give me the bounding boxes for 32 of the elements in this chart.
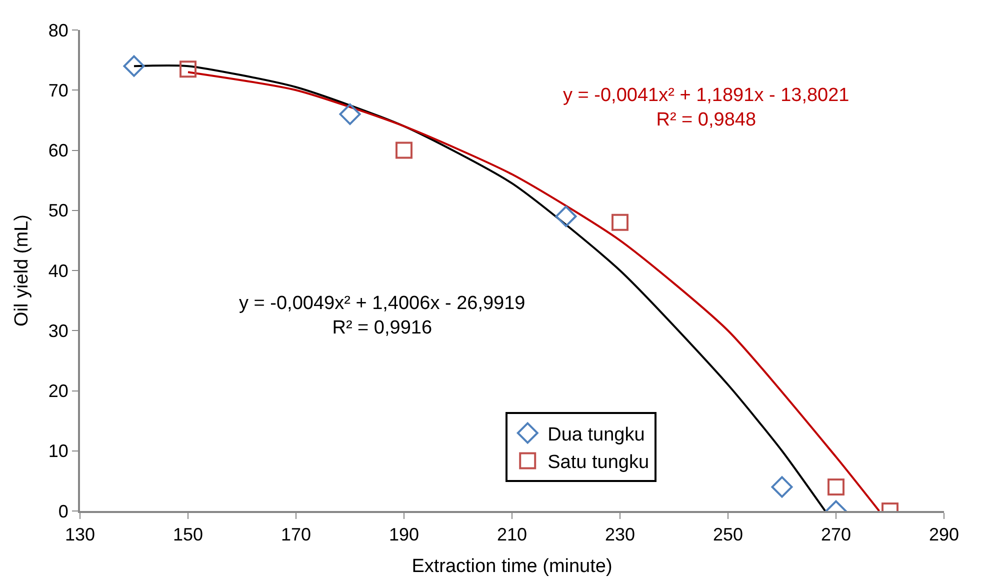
y-axis-title: Oil yield (mL) bbox=[12, 214, 33, 326]
y-tick-label: 0 bbox=[58, 501, 68, 522]
point bbox=[771, 476, 793, 498]
x-tick-label: 210 bbox=[496, 524, 528, 545]
point bbox=[828, 478, 844, 496]
y-tick-label: 20 bbox=[48, 381, 68, 402]
x-tick-label: 190 bbox=[388, 524, 420, 545]
point bbox=[396, 142, 412, 159]
legend-label: Dua tungku bbox=[548, 424, 645, 446]
x-tick-label: 170 bbox=[280, 524, 312, 545]
x-tick-label: 130 bbox=[64, 524, 96, 545]
x-tick-label: 150 bbox=[172, 524, 204, 545]
annotation: y = -0,0041x² + 1,1891x - 13,8021 R² = 0,9848 bbox=[563, 85, 850, 131]
y-tick-label: 80 bbox=[48, 20, 68, 40]
point bbox=[339, 103, 361, 125]
y-tick-label: 50 bbox=[48, 200, 68, 221]
y-tick-label: 70 bbox=[48, 80, 68, 100]
y-tick-label: 60 bbox=[48, 140, 68, 161]
point bbox=[123, 55, 145, 77]
point bbox=[612, 214, 628, 231]
legend-label: Satu tungku bbox=[548, 452, 650, 474]
y-tick-label: 10 bbox=[48, 441, 68, 462]
x-axis-title: Extraction time (minute) bbox=[412, 556, 612, 577]
y-tick-label: 40 bbox=[48, 260, 68, 281]
annotation: y = -0,0049x² + 1,4006x - 26,9919 R² = 0,9916 bbox=[239, 293, 526, 339]
x-tick-label: 250 bbox=[712, 524, 744, 545]
point bbox=[180, 60, 196, 78]
x-tick-label: 270 bbox=[820, 524, 852, 545]
x-tick-label: 290 bbox=[928, 524, 960, 545]
y-tick-label: 30 bbox=[48, 320, 68, 341]
point bbox=[555, 206, 577, 228]
x-tick-label: 230 bbox=[604, 524, 636, 545]
